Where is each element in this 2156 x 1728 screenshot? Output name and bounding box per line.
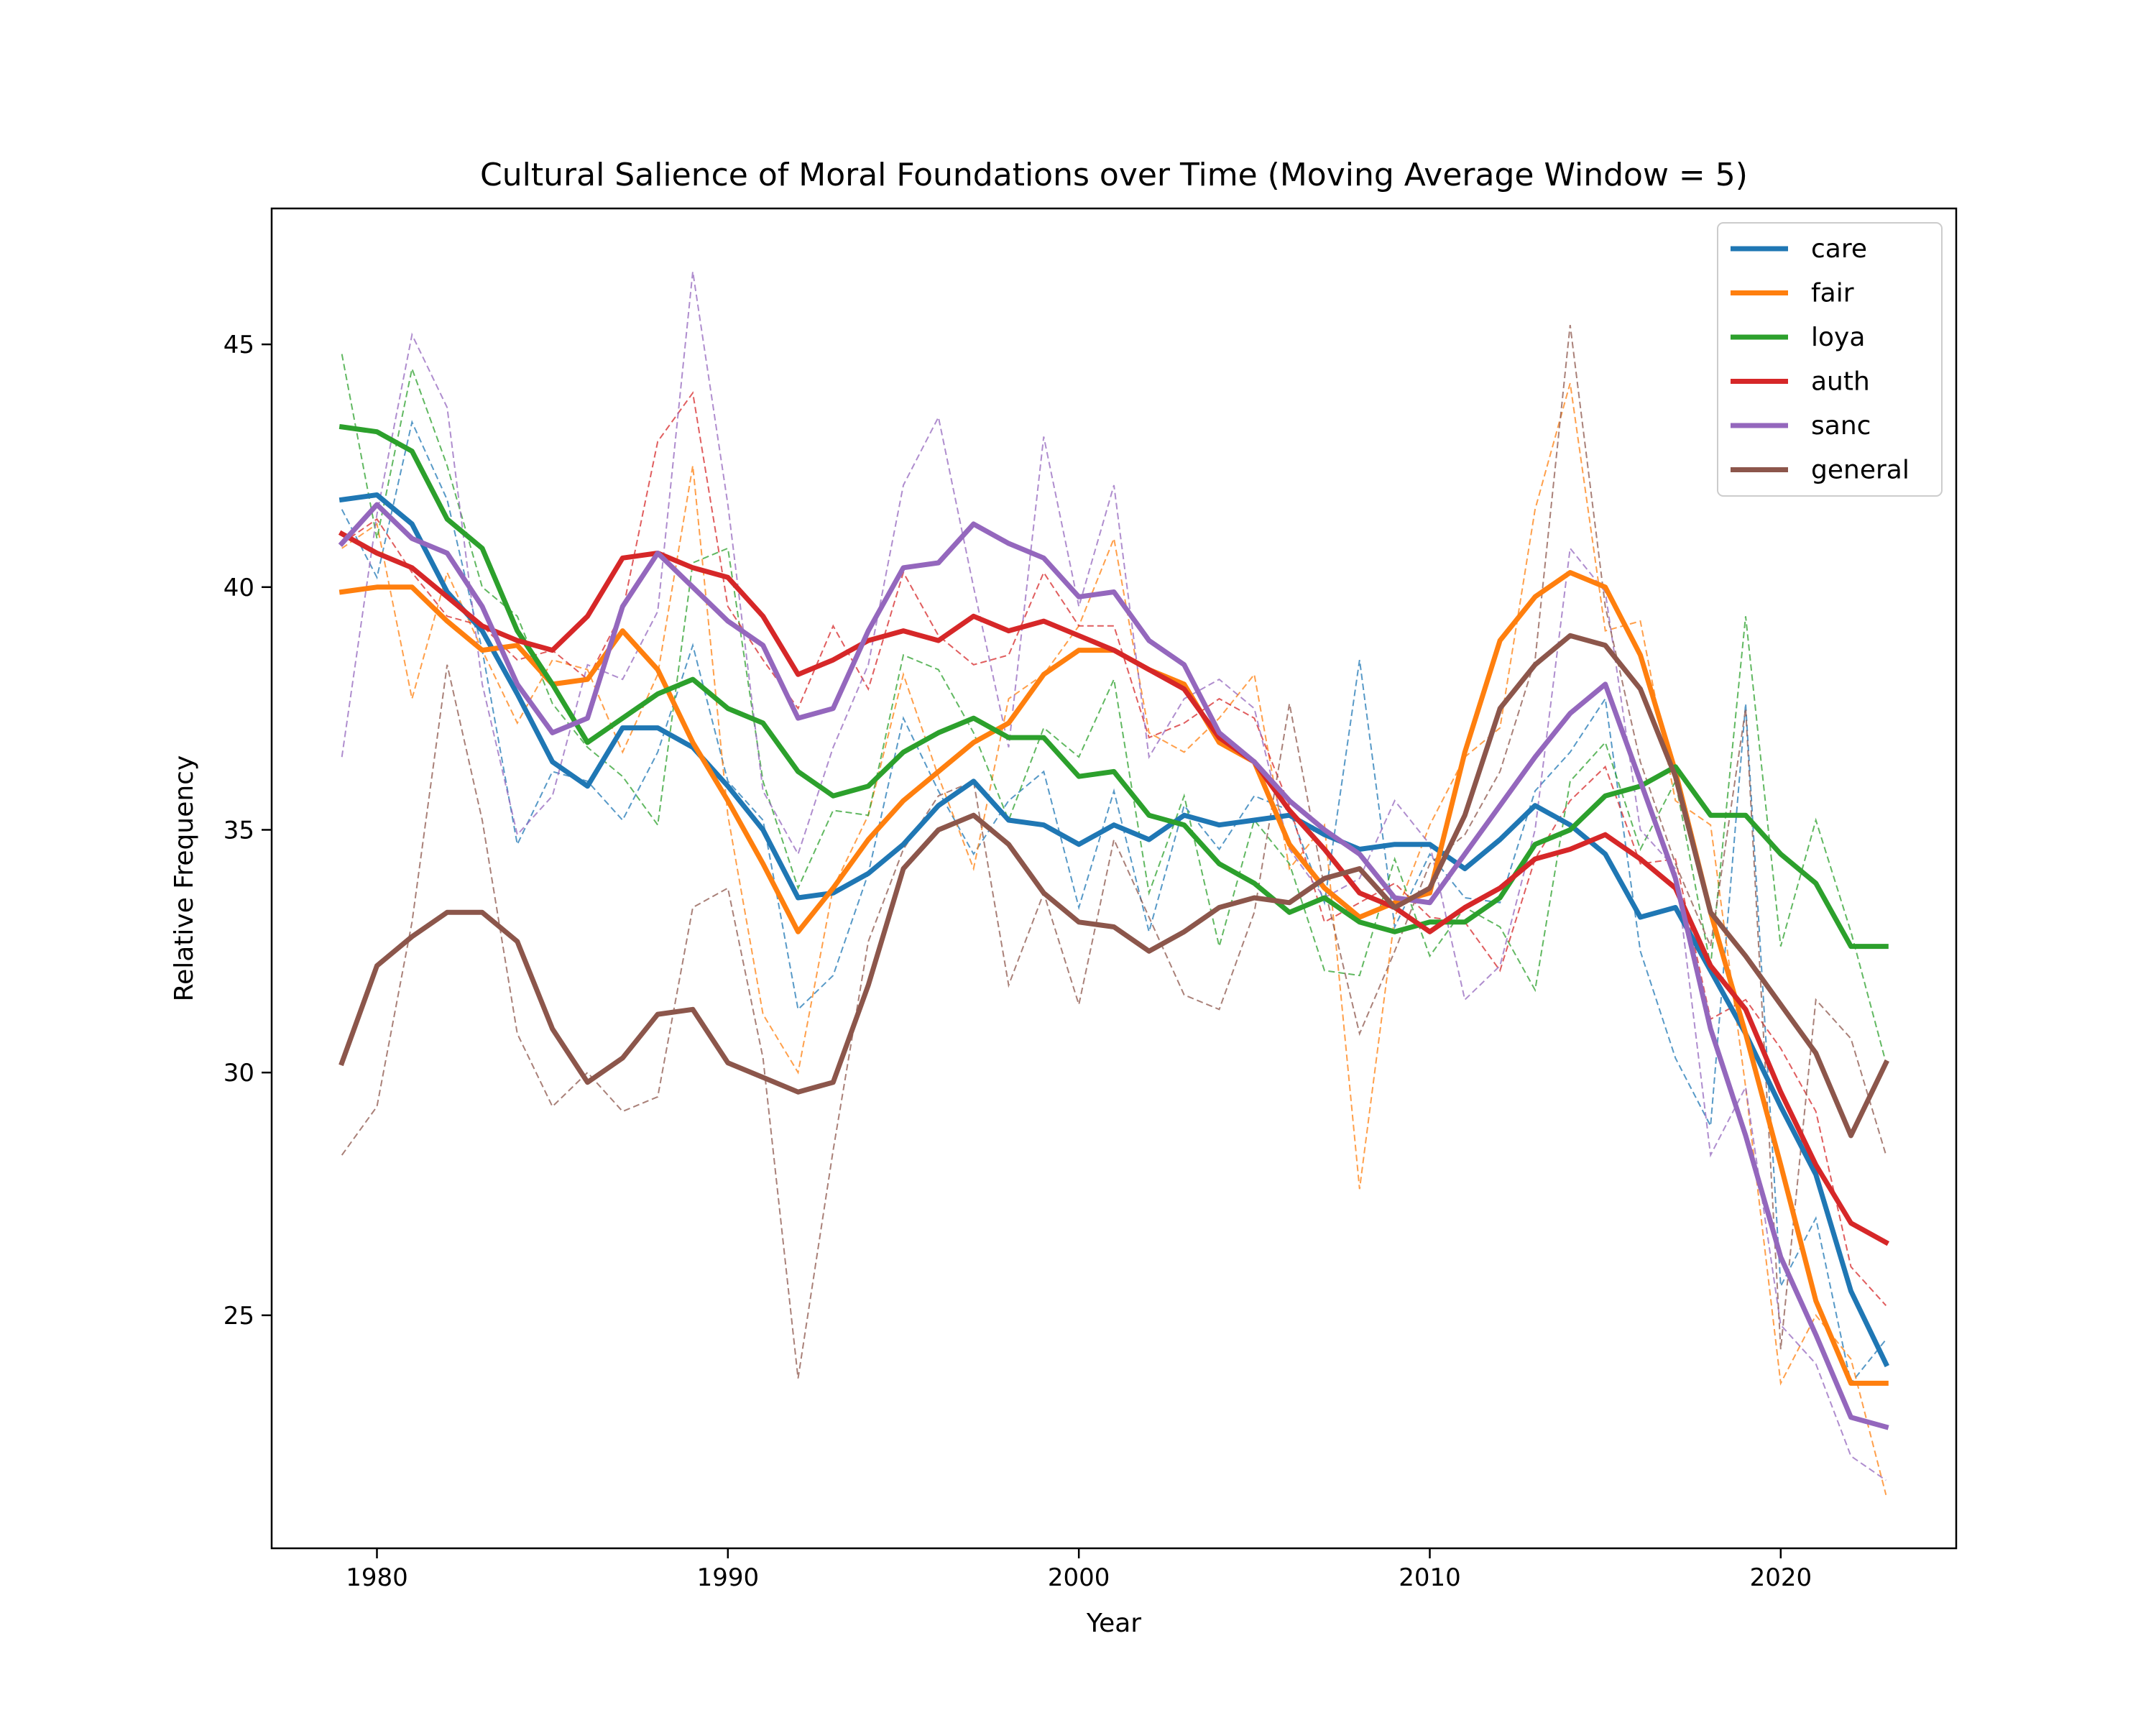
- x-tick-label: 2020: [1750, 1563, 1812, 1592]
- x-tick-label: 1990: [697, 1563, 760, 1592]
- x-axis-label: Year: [1086, 1609, 1141, 1638]
- raw-line-fair: [341, 382, 1887, 1495]
- moving-average-line-auth: [338, 530, 1890, 1246]
- moving-average-layer: [338, 423, 1890, 1430]
- y-axis-ticks: 25 30 35 40 45: [224, 331, 272, 1331]
- moving-average-line-fair: [338, 570, 1889, 1386]
- chart-title: Cultural Salience of Moral Foundations o…: [480, 157, 1748, 193]
- legend-label-general: general: [1811, 456, 1909, 485]
- moving-average-line-general: [338, 633, 1889, 1139]
- y-axis-label: Relative Frequency: [170, 755, 199, 1002]
- y-tick-label: 30: [224, 1059, 254, 1088]
- raw-line-care: [341, 420, 1887, 1385]
- raw-line-sanc: [341, 271, 1886, 1481]
- raw-line-loya: [341, 354, 1887, 1063]
- x-tick-label: 2010: [1399, 1563, 1461, 1592]
- moving-average-line-sanc: [338, 502, 1889, 1430]
- legend-label-fair: fair: [1811, 279, 1854, 308]
- x-axis-ticks: 1980 1990 2000 2010 2020: [346, 1548, 1812, 1592]
- raw-line-general: [341, 324, 1887, 1379]
- y-tick-label: 40: [224, 574, 254, 602]
- moving-average-line-care: [338, 492, 1889, 1368]
- moving-average-line-loya: [338, 423, 1889, 950]
- legend-label-sanc: sanc: [1811, 411, 1871, 441]
- raw-series-layer: [341, 271, 1887, 1495]
- legend-label-loya: loya: [1811, 323, 1865, 352]
- raw-line-auth: [341, 391, 1887, 1306]
- legend-label-care: care: [1811, 234, 1867, 264]
- x-tick-label: 1980: [346, 1563, 408, 1592]
- y-tick-label: 25: [224, 1302, 254, 1331]
- legend: care fair loya auth sanc general: [1717, 222, 1943, 497]
- y-tick-label: 45: [224, 331, 254, 359]
- legend-label-auth: auth: [1811, 367, 1870, 397]
- x-tick-label: 2000: [1048, 1563, 1110, 1592]
- y-tick-label: 35: [224, 816, 254, 845]
- plot-area-frame: [270, 207, 1958, 1550]
